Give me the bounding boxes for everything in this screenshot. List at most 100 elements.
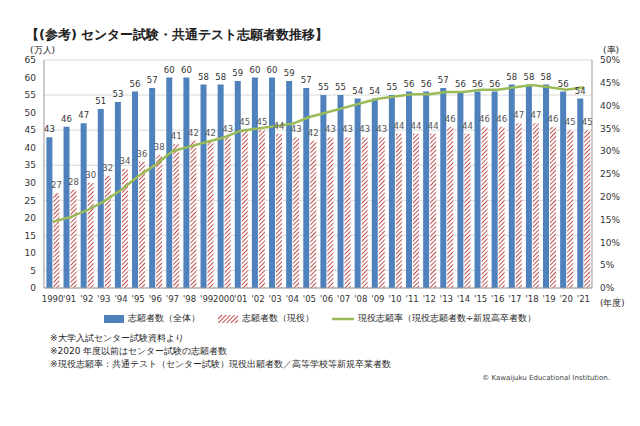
svg-text:43: 43 [325,124,336,134]
svg-text:44: 44 [428,121,439,131]
svg-text:57: 57 [147,75,158,85]
svg-text:56: 56 [472,79,483,89]
svg-text:55: 55 [25,90,36,100]
svg-text:53: 53 [112,89,123,99]
svg-text:57: 57 [438,75,449,85]
svg-text:60: 60 [181,65,192,75]
svg-text:5: 5 [30,266,36,276]
svg-text:40%: 40% [600,101,620,111]
svg-text:56: 56 [558,79,569,89]
svg-text:42: 42 [308,128,319,138]
svg-text:45: 45 [239,117,250,127]
svg-text:'04: '04 [286,294,299,304]
svg-text:'14: '14 [457,294,470,304]
svg-text:34: 34 [119,156,130,166]
svg-text:51: 51 [95,96,106,106]
svg-text:55: 55 [318,82,329,92]
svg-text:42: 42 [205,128,216,138]
svg-text:58: 58 [215,72,226,82]
svg-text:50: 50 [25,108,37,118]
svg-text:32: 32 [102,163,113,173]
svg-text:44: 44 [462,121,473,131]
svg-text:45: 45 [582,117,593,127]
svg-text:44: 44 [274,121,285,131]
svg-text:'94: '94 [114,294,127,304]
svg-text:47: 47 [530,110,541,120]
svg-text:45: 45 [565,117,576,127]
svg-text:43: 43 [359,124,370,134]
svg-text:60: 60 [164,65,175,75]
svg-text:'07: '07 [337,294,350,304]
svg-text:54: 54 [575,86,586,96]
svg-text:41: 41 [171,131,182,141]
svg-text:46: 46 [548,114,559,124]
svg-text:'97: '97 [166,294,179,304]
svg-text:58: 58 [523,72,534,82]
svg-text:43: 43 [222,124,233,134]
svg-text:60: 60 [249,65,260,75]
svg-text:50%: 50% [600,55,620,65]
svg-text:40: 40 [25,143,37,153]
svg-text:'17: '17 [508,294,521,304]
svg-text:56: 56 [489,79,500,89]
svg-text:15: 15 [25,231,36,241]
svg-text:'98: '98 [183,294,196,304]
svg-text:1990: 1990 [42,294,64,304]
svg-text:'15: '15 [474,294,487,304]
svg-text:'01: '01 [234,294,247,304]
svg-text:55: 55 [335,82,346,92]
svg-text:25: 25 [25,196,36,206]
svg-text:54: 54 [369,86,380,96]
svg-text:47: 47 [78,110,89,120]
svg-text:2000: 2000 [213,294,235,304]
svg-text:15%: 15% [600,215,620,225]
svg-text:36: 36 [137,149,148,159]
svg-text:'16: '16 [491,294,504,304]
svg-text:30: 30 [85,170,96,180]
svg-text:'21: '21 [577,294,590,304]
svg-text:'11: '11 [406,294,419,304]
svg-text:'95: '95 [132,294,145,304]
svg-text:10%: 10% [600,238,620,248]
svg-text:60: 60 [25,73,37,83]
svg-text:'93: '93 [97,294,110,304]
svg-text:65: 65 [25,55,36,65]
svg-text:'09: '09 [371,294,384,304]
svg-text:'99: '99 [200,294,213,304]
svg-text:45: 45 [256,117,267,127]
svg-text:20%: 20% [600,192,620,202]
svg-text:'03: '03 [269,294,282,304]
svg-text:56: 56 [130,79,141,89]
svg-text:'12: '12 [423,294,436,304]
svg-text:'06: '06 [320,294,333,304]
svg-text:43: 43 [342,124,353,134]
svg-text:58: 58 [506,72,517,82]
svg-text:0%: 0% [600,283,615,293]
svg-text:5%: 5% [600,260,615,270]
svg-text:25%: 25% [600,169,620,179]
svg-text:47: 47 [513,110,524,120]
svg-text:30: 30 [25,178,37,188]
svg-text:45: 45 [25,125,36,135]
svg-text:60: 60 [267,65,278,75]
svg-text:58: 58 [541,72,552,82]
svg-text:28: 28 [68,177,79,187]
svg-text:'20: '20 [560,294,573,304]
svg-text:27: 27 [51,180,62,190]
svg-text:'05: '05 [303,294,316,304]
svg-text:45%: 45% [600,78,620,88]
svg-text:0: 0 [30,283,36,293]
svg-text:38: 38 [154,142,165,152]
svg-text:43: 43 [291,124,302,134]
svg-text:44: 44 [411,121,422,131]
svg-text:44: 44 [393,121,404,131]
svg-text:35%: 35% [600,124,620,134]
svg-text:43: 43 [44,124,55,134]
svg-text:42: 42 [188,128,199,138]
svg-text:56: 56 [455,79,466,89]
svg-text:57: 57 [301,75,312,85]
svg-text:'10: '10 [388,294,401,304]
svg-text:58: 58 [198,72,209,82]
svg-text:10: 10 [25,248,37,258]
svg-text:46: 46 [496,114,507,124]
